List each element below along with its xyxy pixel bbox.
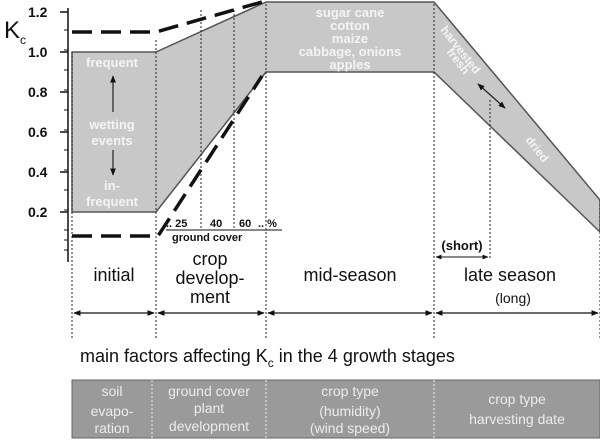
factor-late-line: harvesting date [469, 411, 565, 427]
y-tick-label: 0.6 [28, 124, 48, 140]
infrequent-label-2: frequent [86, 194, 139, 209]
factor-mid-line: crop type [321, 383, 379, 399]
factor-cover-line: plant [194, 400, 224, 416]
crop-label: apples [329, 57, 370, 72]
ground-cover-tick: 40 [210, 218, 222, 230]
infrequent-label-1: in- [104, 178, 120, 193]
ground-cover-label: ground cover [172, 232, 243, 244]
stage-development-label-2: develop- [175, 268, 244, 288]
y-axis-major-ticks [60, 11, 68, 213]
late-short-label: (short) [441, 238, 482, 253]
y-tick-label: 1.0 [28, 44, 48, 60]
caption: main factors affecting Kc in the 4 growt… [80, 346, 455, 370]
fresh-dried-arrow [477, 83, 506, 109]
factor-late-line: crop type [488, 391, 546, 407]
wetting-frequent-label: frequent [86, 55, 139, 70]
factor-box-dividers [151, 380, 435, 438]
y-axis-symbol: K [4, 17, 20, 44]
lower-kc-dashed-curve [72, 75, 264, 238]
y-axis-minor-ticks [64, 29, 68, 251]
factor-soil-line: ration [94, 420, 129, 436]
factor-cover-line: development [169, 418, 249, 434]
crop-label: cabbage, onions [299, 44, 402, 59]
y-tick-label: 0.4 [28, 164, 48, 180]
caption-subscript: c [268, 356, 274, 370]
stage-development-label-3: ment [190, 287, 230, 307]
factor-box-strip [71, 379, 600, 439]
factor-soil-line: soil [101, 383, 122, 399]
y-axis-symbol-subscript: c [20, 33, 26, 47]
events-label: events [91, 133, 132, 148]
stage-separators [71, 4, 600, 340]
caption-text: main factors affecting K [80, 346, 268, 366]
ground-cover-tick: 60 [239, 218, 251, 230]
wetting-label: wetting [88, 117, 135, 132]
factor-soil-line: evapo- [91, 403, 134, 419]
caption-suffix: in the 4 growth stages [274, 346, 455, 366]
stage-initial-label: initial [93, 265, 134, 285]
y-tick-label: 0.8 [28, 84, 48, 100]
y-tick-label: 1.2 [28, 4, 48, 20]
factor-mid-line: (humidity) [319, 403, 380, 419]
stage-mid-season-label: mid-season [303, 265, 396, 285]
factor-cover-line: ground cover [168, 383, 250, 399]
late-long-label: (long) [495, 290, 531, 306]
upper-kc-dashed-curve [72, 0, 263, 34]
y-tick-label: 0.2 [28, 204, 48, 220]
ground-cover-tick: .. % [258, 218, 277, 230]
crop-label: sugar cane [316, 5, 385, 20]
stage-development-label-1: crop [192, 249, 227, 269]
stage-late-season-label: late season [464, 265, 556, 285]
factor-mid-line: (wind speed) [310, 420, 390, 436]
crop-label: maize [332, 31, 368, 46]
kc-range-band [71, 1, 600, 234]
ground-cover-tick: .. 25 [166, 218, 187, 230]
crop-label: cotton [330, 18, 370, 33]
